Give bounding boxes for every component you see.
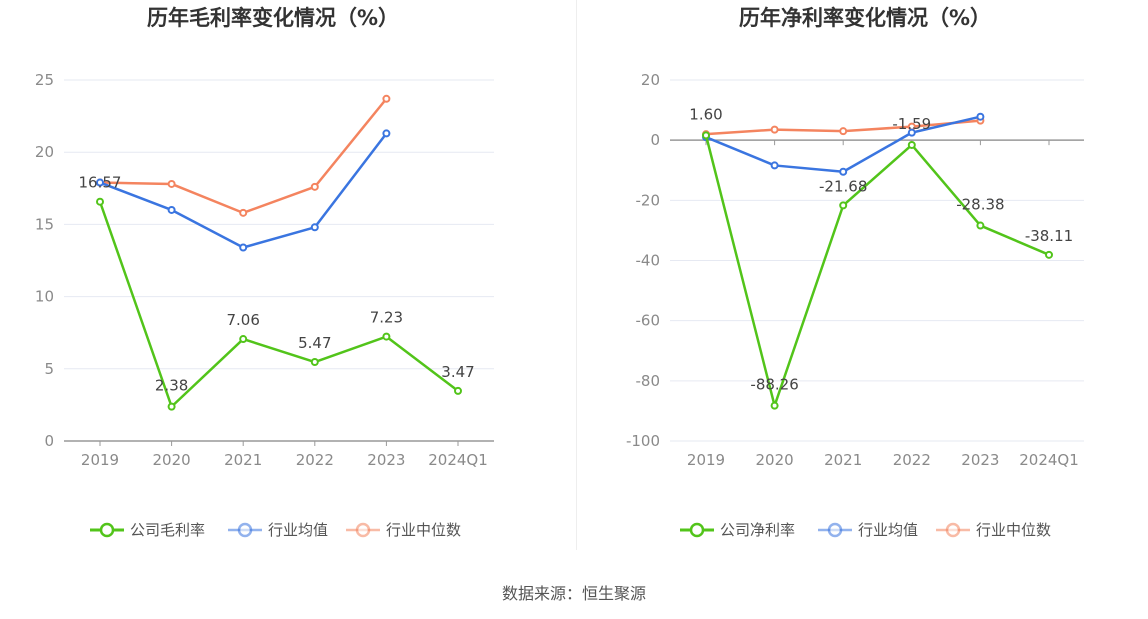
x-tick-label: 2020 xyxy=(756,451,794,469)
y-tick-label: 0 xyxy=(44,432,54,450)
data-point xyxy=(382,129,391,138)
data-point xyxy=(839,167,848,176)
series-line xyxy=(99,97,388,215)
y-tick-label: -100 xyxy=(626,432,660,450)
legend-swatch-marker xyxy=(237,522,253,538)
legend-swatch-marker xyxy=(689,522,705,538)
data-point xyxy=(382,332,391,341)
series-line xyxy=(98,201,459,408)
legend-label: 行业均值 xyxy=(268,521,328,539)
data-point xyxy=(770,401,779,410)
data-label: -1.59 xyxy=(892,115,931,133)
data-point xyxy=(702,131,710,140)
x-tick-label: 2019 xyxy=(81,451,119,469)
data-label: 3.47 xyxy=(441,363,474,381)
data-label: 2.38 xyxy=(155,377,188,395)
data-label: -28.38 xyxy=(956,196,1004,214)
data-label: -38.11 xyxy=(1025,227,1073,245)
data-label: 7.23 xyxy=(370,309,403,327)
legend-item: 行业中位数 xyxy=(936,521,1051,539)
data-point xyxy=(310,223,319,232)
net-margin-chart: 历年净利率变化情况（%） -100 -80 -60 -40 -20 0 20 2019 2020 2… xyxy=(626,6,1084,539)
legend-swatch-marker xyxy=(355,522,371,538)
y-tick-label: 5 xyxy=(44,360,54,378)
data-label: -88.26 xyxy=(750,376,798,394)
y-tick-label: 15 xyxy=(35,215,54,233)
data-label: -21.68 xyxy=(819,177,867,195)
legend-swatch-marker xyxy=(827,522,843,538)
y-tick-label: -40 xyxy=(636,252,661,270)
legend-label: 公司净利率 xyxy=(720,521,795,539)
legend-item: 公司毛利率 xyxy=(90,521,205,539)
legend-item: 行业中位数 xyxy=(346,521,461,539)
data-point xyxy=(454,386,462,395)
y-tick-label: 10 xyxy=(35,288,54,306)
legend-swatch-marker xyxy=(99,522,115,538)
legend-item: 行业均值 xyxy=(228,521,328,539)
data-point xyxy=(907,140,916,149)
x-tick-label: 2022 xyxy=(893,451,931,469)
data-point xyxy=(770,161,779,170)
data-point xyxy=(96,178,104,187)
data-point xyxy=(167,205,176,214)
y-tick-label: -20 xyxy=(636,191,661,209)
legend-label: 行业均值 xyxy=(858,521,918,539)
data-point xyxy=(310,358,319,367)
data-point xyxy=(96,197,104,206)
x-tick-label: 2020 xyxy=(153,451,191,469)
legend-label: 公司毛利率 xyxy=(130,521,205,539)
data-point xyxy=(839,201,848,210)
data-point xyxy=(839,127,848,136)
legend-item: 行业均值 xyxy=(818,521,918,539)
data-label: 5.47 xyxy=(298,334,331,352)
data-point xyxy=(382,94,391,103)
data-point xyxy=(907,128,916,137)
data-label: 16.57 xyxy=(79,174,122,192)
x-tick-label: 2021 xyxy=(224,451,262,469)
x-tick-label: 2019 xyxy=(687,451,725,469)
data-source: 数据来源：恒生聚源 xyxy=(501,584,646,603)
chart-divider xyxy=(576,0,577,550)
y-tick-label: -60 xyxy=(636,312,661,330)
x-tick-label: 2024Q1 xyxy=(428,451,488,469)
chart-title: 历年净利率变化情况（%） xyxy=(739,6,991,30)
data-label: 1.60 xyxy=(689,105,722,123)
data-point xyxy=(167,402,176,411)
data-point xyxy=(770,125,779,134)
y-tick-label: 0 xyxy=(650,131,660,149)
data-label: 7.06 xyxy=(226,311,259,329)
data-point xyxy=(239,243,248,252)
data-point xyxy=(167,179,176,188)
x-tick-label: 2023 xyxy=(367,451,405,469)
legend-label: 行业中位数 xyxy=(976,521,1051,539)
y-tick-label: 20 xyxy=(641,71,660,89)
y-tick-label: -80 xyxy=(636,372,661,390)
legend-item: 公司净利率 xyxy=(680,521,795,539)
series-line xyxy=(704,135,1050,407)
x-tick-label: 2023 xyxy=(961,451,999,469)
data-point xyxy=(239,335,248,344)
data-point xyxy=(976,221,985,230)
gross-margin-chart: 历年毛利率变化情况（%） 0 5 10 15 20 25 2019 2020 2021 2022 20… xyxy=(35,6,494,539)
chart-title: 历年毛利率变化情况（%） xyxy=(147,6,399,30)
x-tick-label: 2022 xyxy=(296,451,334,469)
y-tick-label: 25 xyxy=(35,71,54,89)
data-point xyxy=(310,182,319,191)
x-tick-label: 2024Q1 xyxy=(1019,451,1079,469)
y-tick-label: 20 xyxy=(35,143,54,161)
data-point xyxy=(976,112,985,121)
data-point xyxy=(239,208,248,217)
legend-label: 行业中位数 xyxy=(386,521,461,539)
data-point xyxy=(1045,250,1053,259)
legend-swatch-marker xyxy=(945,522,961,538)
x-tick-label: 2021 xyxy=(824,451,862,469)
